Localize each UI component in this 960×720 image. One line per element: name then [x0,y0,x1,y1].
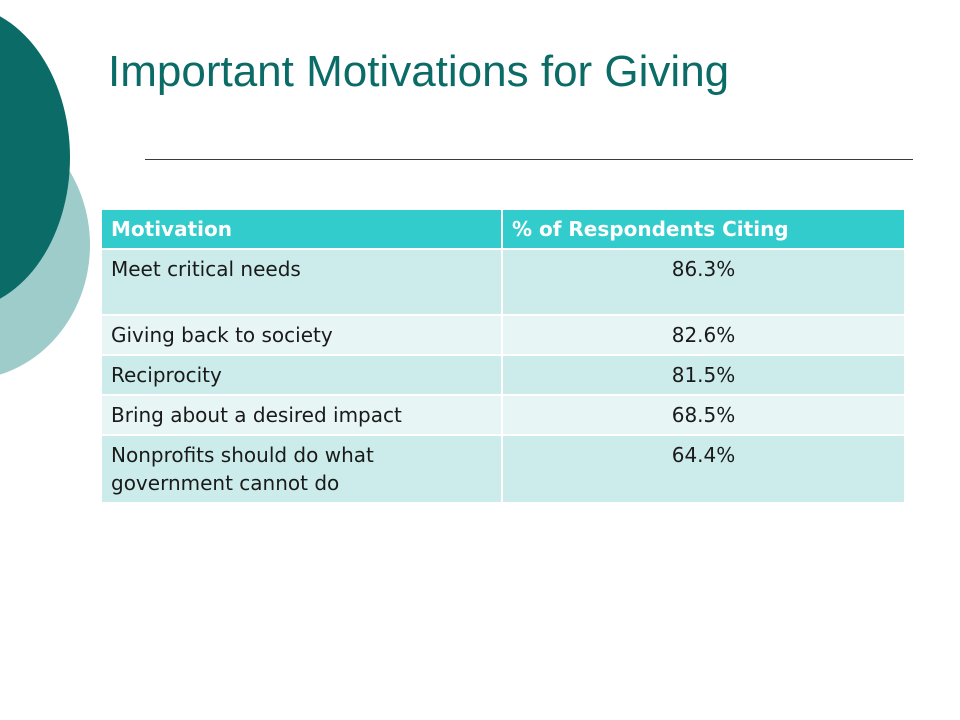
percent-cell: 64.4% [501,434,906,504]
motivation-cell: Reciprocity [100,354,503,396]
table-row: Reciprocity 81.5% [100,354,906,396]
slide-title: Important Motivations for Giving [108,47,730,96]
motivation-cell: Giving back to society [100,314,503,356]
motivations-table: Motivation % of Respondents Citing Meet … [100,208,906,504]
percent-cell: 82.6% [501,314,906,356]
percent-cell: 86.3% [501,248,906,316]
header-motivation: Motivation [100,208,503,250]
percent-cell: 68.5% [501,394,906,436]
table-row: Giving back to society 82.6% [100,314,906,356]
header-percent: % of Respondents Citing [501,208,906,250]
motivation-cell: Bring about a desired impact [100,394,503,436]
table-row: Meet critical needs 86.3% [100,248,906,316]
motivation-cell: Nonprofits should do what government can… [100,434,503,504]
motivation-cell: Meet critical needs [100,248,503,316]
percent-cell: 81.5% [501,354,906,396]
table-row: Bring about a desired impact 68.5% [100,394,906,436]
table-header-row: Motivation % of Respondents Citing [100,208,906,250]
table-row: Nonprofits should do what government can… [100,434,906,504]
title-divider [145,159,913,160]
